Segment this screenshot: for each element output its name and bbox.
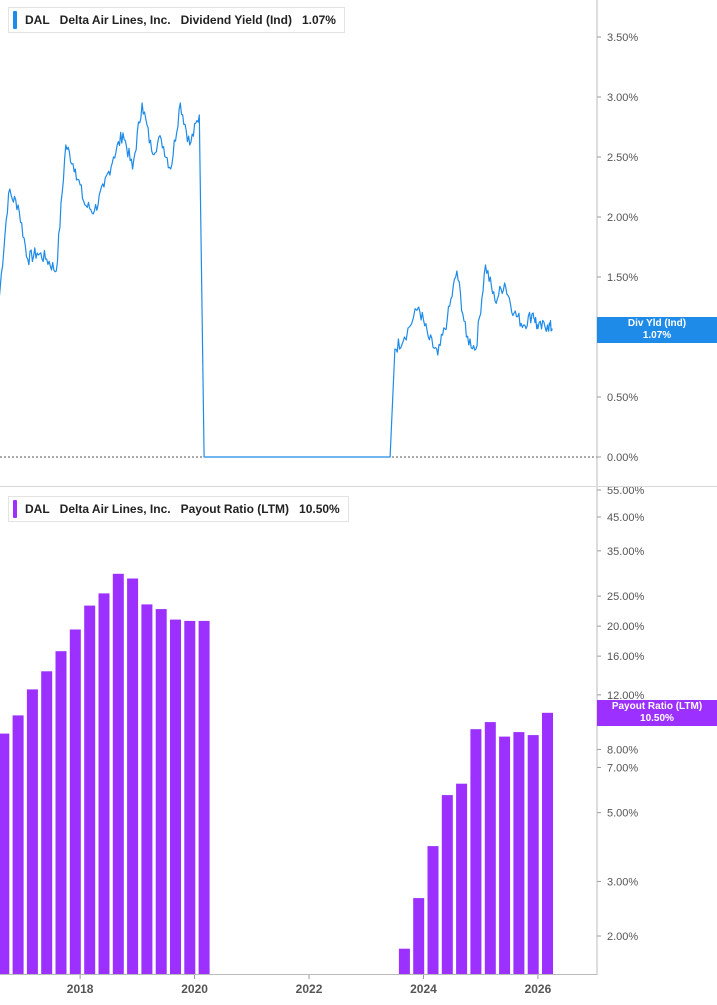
y-tick-label: 16.00% [607, 651, 645, 663]
y-tick-label: 7.00% [607, 762, 638, 774]
payout-ratio-bar [127, 578, 139, 974]
x-tick-label: 2018 [67, 982, 94, 996]
x-tick-label: 2026 [525, 982, 552, 996]
payout-ratio-bar [98, 593, 110, 974]
payout-ratio-bar [84, 605, 96, 974]
payout-ratio-legend: DAL Delta Air Lines, Inc. Payout Ratio (… [8, 496, 349, 522]
y-tick-label: 3.00% [607, 876, 638, 888]
y-tick-label: 8.00% [607, 744, 638, 756]
legend-value: 1.07% [301, 13, 336, 27]
payout-ratio-bar [542, 712, 553, 974]
y-tick-label: 5.00% [607, 808, 638, 820]
tag-value: 10.50% [640, 713, 674, 724]
y-tick-label: 35.00% [607, 546, 645, 558]
payout-ratio-bar [41, 671, 53, 974]
x-tick-label: 2022 [296, 982, 323, 996]
legend-metric: Payout Ratio (LTM) [180, 502, 290, 516]
dividend-yield-current-tag: Div Yld (Ind) 1.07% [597, 317, 717, 343]
payout-ratio-bar [470, 729, 482, 974]
y-tick-label: 45.00% [607, 512, 645, 524]
payout-ratio-bar [141, 604, 153, 974]
payout-ratio-bar [198, 620, 210, 974]
payout-ratio-current-tag: Payout Ratio (LTM) 10.50% [597, 700, 717, 726]
dividend-yield-axis: 0.00%0.50%1.00%1.50%2.00%2.50%3.00%3.50% [0, 32, 638, 464]
legend-metric: Dividend Yield (Ind) [180, 13, 292, 27]
x-tick-label: 2024 [410, 982, 437, 996]
dividend-yield-line [0, 102, 553, 458]
y-tick-label: 25.00% [607, 591, 645, 603]
legend-value: 10.50% [299, 502, 340, 516]
dividend-yield-legend: DAL Delta Air Lines, Inc. Dividend Yield… [8, 7, 345, 33]
payout-ratio-bar [413, 898, 425, 974]
y-tick-label: 1.50% [607, 272, 638, 284]
y-tick-label: 20.00% [607, 621, 645, 633]
y-tick-label: 2.00% [607, 212, 638, 224]
payout-ratio-bar [456, 783, 468, 974]
y-tick-label: 2.50% [607, 152, 638, 164]
payout-ratio-bar [484, 722, 496, 974]
legend-company: Delta Air Lines, Inc. [59, 13, 171, 27]
y-tick-label: 3.00% [607, 92, 638, 104]
y-tick-label: 3.50% [607, 32, 638, 44]
payout-ratio-bar [155, 609, 167, 974]
payout-ratio-bar [513, 732, 525, 974]
payout-ratio-bar [398, 948, 410, 974]
tag-label: Payout Ratio (LTM) [611, 701, 703, 712]
legend-ticker: DAL [25, 13, 50, 27]
y-tick-label: 12.00% [607, 690, 645, 702]
payout-ratio-bar [55, 651, 67, 974]
payout-ratio-axis: 2.00% 3.00% 5.00% 7.00% 8.00% 12.00% 16.00% 20.… [597, 485, 645, 943]
payout-ratio-bar [12, 715, 24, 974]
x-tick-label: 2020 [181, 982, 208, 996]
legend-ticker: DAL [25, 502, 50, 516]
payout-ratio-bar [527, 735, 539, 974]
y-tick-label: 2.00% [607, 931, 638, 943]
series-color-swatch [13, 500, 17, 518]
x-axis: 2018 2020 2022 2024 2026 [67, 975, 552, 996]
dividend-yield-plot [0, 102, 553, 458]
chart-frame [0, 0, 717, 975]
payout-ratio-bar [427, 846, 439, 974]
payout-ratio-bar [26, 689, 38, 974]
payout-ratio-bar [112, 573, 124, 974]
legend-company: Delta Air Lines, Inc. [59, 502, 171, 516]
payout-ratio-bar [170, 619, 181, 974]
y-tick-label: 0.00% [607, 452, 638, 464]
series-color-swatch [13, 11, 17, 29]
payout-ratio-bar [441, 795, 453, 974]
y-tick-label: 0.50% [607, 392, 638, 404]
payout-ratio-plot [0, 573, 553, 974]
tag-value: 1.07% [642, 330, 672, 341]
payout-ratio-bar [184, 620, 196, 974]
payout-ratio-bar [499, 736, 511, 974]
payout-ratio-bar [69, 629, 81, 974]
y-tick-label: 55.00% [607, 485, 645, 497]
payout-ratio-bar [0, 733, 10, 974]
tag-label: Div Yld (Ind) [627, 318, 687, 329]
